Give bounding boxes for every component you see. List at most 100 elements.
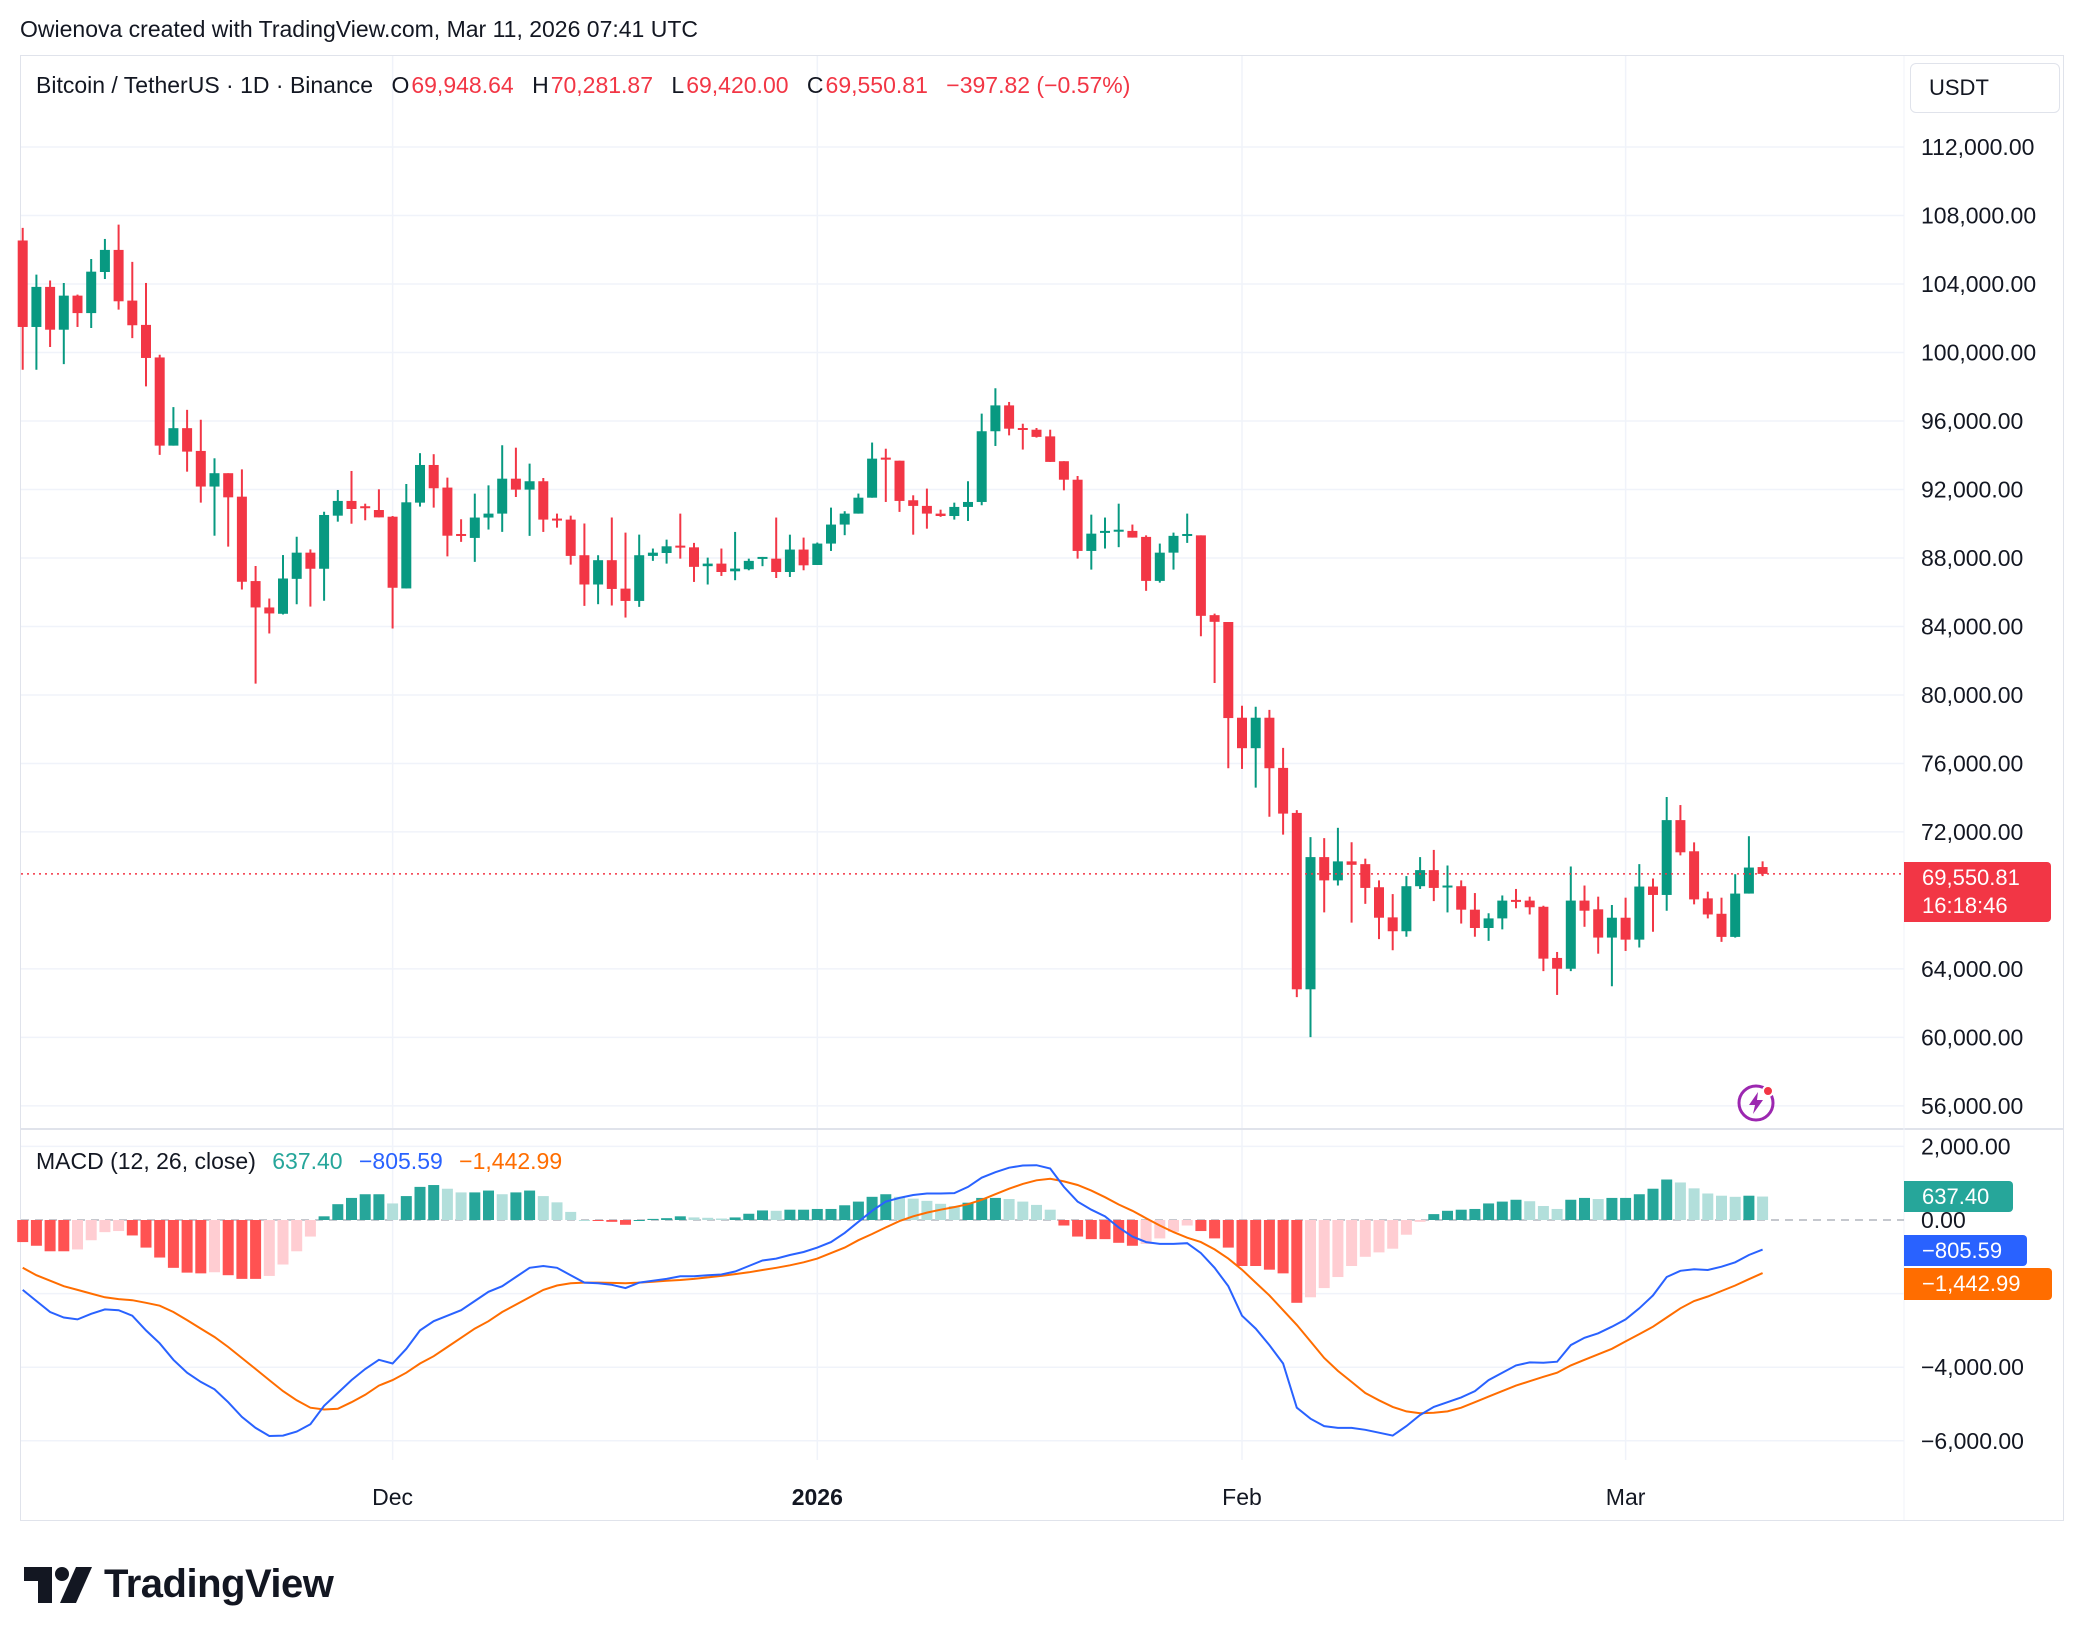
histogram-bar xyxy=(962,1202,974,1220)
candle xyxy=(798,537,809,571)
candle xyxy=(1511,888,1521,909)
candle xyxy=(264,598,275,634)
histogram-bar xyxy=(1414,1220,1426,1222)
candle xyxy=(689,542,699,582)
candle xyxy=(1579,885,1590,927)
candle xyxy=(456,519,467,542)
candle xyxy=(72,294,83,327)
candle xyxy=(976,413,987,506)
candle-body xyxy=(1469,909,1480,928)
candle xyxy=(908,495,919,535)
candle-body xyxy=(1511,899,1521,902)
candle-body xyxy=(1675,820,1686,853)
macd-title[interactable]: MACD (12, 26, close) xyxy=(36,1148,256,1174)
candle-body xyxy=(1661,820,1672,895)
candle-body xyxy=(593,560,604,585)
candle xyxy=(1360,858,1371,904)
tradingview-logo: TradingView xyxy=(24,1562,334,1607)
candle-body xyxy=(1346,861,1357,865)
histogram-bar xyxy=(1072,1220,1084,1237)
candle-body xyxy=(1648,886,1658,895)
histogram-bar xyxy=(592,1220,604,1221)
candle xyxy=(58,282,69,365)
candle-body xyxy=(1606,917,1617,938)
histogram-bar xyxy=(1154,1220,1166,1239)
histogram-bar xyxy=(1592,1199,1604,1220)
symbol-title[interactable]: Bitcoin / TetherUS · 1D · Binance xyxy=(36,72,374,98)
change-value: −397.82 (−0.57%) xyxy=(946,72,1131,98)
candle xyxy=(538,477,549,532)
candle xyxy=(1031,427,1042,438)
histogram-bar xyxy=(1263,1220,1275,1270)
candle-body xyxy=(1305,857,1316,990)
price-tick-label: 76,000.00 xyxy=(1921,750,2023,776)
lightning-icon[interactable] xyxy=(1736,1083,1776,1123)
histogram-bar xyxy=(1305,1220,1316,1298)
macd-tick-label: −4,000.00 xyxy=(1921,1354,2024,1380)
candle-body xyxy=(1058,461,1069,480)
candle xyxy=(182,409,193,472)
candle-body xyxy=(1086,533,1097,551)
candle-body xyxy=(935,513,946,517)
candle xyxy=(332,489,343,522)
candle xyxy=(278,555,288,615)
candle xyxy=(935,509,946,517)
histogram-bar xyxy=(373,1194,385,1220)
candle xyxy=(1497,895,1508,930)
price-tick-label: 80,000.00 xyxy=(1921,682,2023,708)
histogram-bar xyxy=(1003,1199,1015,1220)
histogram-bar xyxy=(85,1220,97,1241)
histogram-bar xyxy=(1318,1220,1330,1289)
candle xyxy=(415,453,425,507)
histogram-bar xyxy=(1606,1197,1618,1220)
candle xyxy=(894,460,905,512)
histogram-bar xyxy=(565,1211,577,1220)
histogram-bar xyxy=(1496,1201,1508,1220)
histogram-bar xyxy=(1044,1209,1056,1220)
candle-body xyxy=(1757,867,1768,874)
candle xyxy=(1374,880,1384,940)
candle xyxy=(1209,613,1220,683)
candle-body xyxy=(195,450,206,487)
candle xyxy=(990,388,1001,446)
candle-body xyxy=(634,555,645,601)
candle xyxy=(113,224,124,310)
candle-body xyxy=(853,497,864,514)
candle-body xyxy=(1264,717,1275,769)
candle-body xyxy=(579,555,590,585)
histogram-bar xyxy=(359,1194,371,1220)
candle-body xyxy=(1031,429,1042,437)
histogram-bar xyxy=(195,1220,207,1274)
candle-body xyxy=(428,464,439,489)
candle-body xyxy=(1223,622,1234,719)
chart-frame xyxy=(20,55,2064,1521)
macd-hist-tag: 637.40 xyxy=(1904,1181,2013,1212)
histogram-bar xyxy=(400,1196,412,1220)
histogram-bar xyxy=(894,1196,905,1220)
grid xyxy=(21,56,1904,1460)
histogram-bar xyxy=(1195,1220,1207,1232)
candle-body xyxy=(880,457,891,460)
currency-button[interactable]: USDT xyxy=(1910,63,2060,113)
candle-body xyxy=(1332,861,1343,881)
candle xyxy=(236,469,247,590)
histogram-bar xyxy=(1359,1220,1371,1257)
candle xyxy=(1661,797,1672,911)
histogram-bar xyxy=(209,1220,220,1273)
candle-body xyxy=(867,458,878,498)
histogram-bar xyxy=(58,1220,70,1252)
histogram-bar xyxy=(1565,1199,1577,1220)
candle-body xyxy=(510,478,521,490)
histogram-bar xyxy=(414,1186,426,1220)
candle xyxy=(1469,893,1480,937)
candle xyxy=(168,407,179,446)
histogram-bar xyxy=(866,1196,878,1220)
candle xyxy=(524,463,535,536)
candle xyxy=(1415,857,1426,889)
histogram-bar xyxy=(1126,1220,1138,1246)
candle-body xyxy=(154,357,165,446)
histogram-bar xyxy=(113,1220,125,1232)
histogram-bar xyxy=(1140,1220,1152,1244)
candle-body xyxy=(127,300,138,326)
